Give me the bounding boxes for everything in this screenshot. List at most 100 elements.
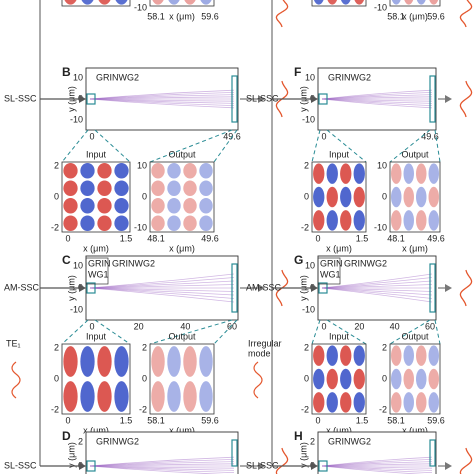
field-map <box>149 161 215 233</box>
field-lobe <box>353 163 365 184</box>
beam-ray <box>89 98 235 106</box>
field-lobe <box>326 345 338 366</box>
field-lobe <box>391 186 402 208</box>
field-lobe <box>168 0 180 5</box>
x-tick-label: 1.5 <box>356 233 369 243</box>
field-lobe <box>354 0 365 5</box>
beam-ray <box>321 280 433 289</box>
mode-label: Irregular <box>248 338 282 348</box>
field-lobe <box>313 345 325 366</box>
field-lobe <box>63 180 78 196</box>
zoom-line <box>149 129 233 163</box>
field-lobe <box>416 163 427 184</box>
field-lobe <box>340 368 352 390</box>
field-lobe <box>183 180 197 196</box>
beam-ray <box>89 287 235 292</box>
x-axis-label: x (μm) <box>83 243 109 253</box>
field-lobe <box>200 0 212 5</box>
arrow-head <box>445 284 452 292</box>
y-tick-label: -10 <box>134 222 147 232</box>
beam-ray <box>321 98 433 104</box>
field-lobe <box>403 163 414 184</box>
y-tick-label: 0 <box>382 191 387 201</box>
x-tick-label: 49.6 <box>421 131 439 141</box>
x-tick-label: 48.1 <box>147 233 165 243</box>
field-lobe <box>391 0 401 5</box>
x-tick-label: 0 <box>65 415 70 425</box>
field-lobe <box>416 368 427 390</box>
field-lobe <box>81 0 94 5</box>
field-lobe <box>97 198 112 214</box>
y-tick-label: 0 <box>382 373 387 383</box>
waveguide-box <box>85 431 239 474</box>
y-tick-label: 2 <box>310 436 315 446</box>
field-lobe <box>114 180 129 196</box>
waveguide-name: GRINWG2 <box>328 436 371 446</box>
x-tick-label: 0 <box>315 415 320 425</box>
x-tick-label: 58.1 <box>147 415 165 425</box>
zoom-line <box>61 319 89 345</box>
mode-label: mode <box>248 348 271 358</box>
field-lobe <box>403 186 414 208</box>
arrow-head <box>445 462 452 470</box>
field-lobe <box>199 346 213 377</box>
x-tick-label: 1.5 <box>356 415 369 425</box>
inset-title: Output <box>168 331 196 341</box>
field-lobe <box>80 215 95 231</box>
beam-ray <box>89 465 235 471</box>
waveguide-name: GRIN <box>88 258 111 268</box>
beam-ray <box>321 456 433 467</box>
beam-ray <box>89 287 235 303</box>
beam-ray <box>89 92 235 100</box>
field-lobe <box>199 381 213 412</box>
output-port <box>231 75 238 123</box>
beam-ray <box>321 94 433 100</box>
beam-ray <box>321 287 433 299</box>
field-lobe <box>403 392 414 413</box>
field-lobe <box>353 186 365 208</box>
field-lobe <box>313 210 325 231</box>
x-tick-label: 58.1 <box>387 11 405 21</box>
field-lobe <box>183 163 197 179</box>
field-lobe <box>114 381 129 412</box>
beam-ray <box>89 273 235 289</box>
y-tick-label: -10 <box>70 304 83 314</box>
x-tick-label: 1.5 <box>120 415 133 425</box>
panel-label: D <box>62 429 71 443</box>
field-lobe <box>80 163 95 179</box>
field-lobe <box>199 180 213 196</box>
field-lobe <box>183 215 197 231</box>
x-tick-label: 0 <box>89 321 94 331</box>
field-lobe <box>63 346 78 377</box>
field-lobe <box>326 163 338 184</box>
field-lobe <box>80 381 95 412</box>
source-label: AM-SSC <box>246 282 282 292</box>
beam-ray <box>89 94 235 100</box>
field-lobe <box>428 210 439 231</box>
field-lobe <box>416 0 426 5</box>
field-lobe <box>151 346 165 377</box>
y-axis-label: y (μm) <box>66 442 76 468</box>
source-label: SL-SSC <box>4 93 37 103</box>
waveguide-name: GRINWG2 <box>96 436 139 446</box>
field-lobe <box>340 0 351 5</box>
field-lobe <box>391 345 402 366</box>
source-label: SL-SSC <box>246 460 279 470</box>
field-lobe <box>340 345 352 366</box>
inset-title: Output <box>401 331 429 341</box>
y-tick-label: 2 <box>304 342 309 352</box>
x-tick-label: 1.5 <box>120 233 133 243</box>
waveguide-name: GRINWG2 <box>112 258 155 268</box>
field-lobe <box>167 346 181 377</box>
beam-ray <box>321 287 433 296</box>
field-lobe <box>114 346 129 377</box>
beam-ray <box>89 96 235 100</box>
x-axis-label: x (μm) <box>169 425 195 435</box>
arrow-head <box>258 462 265 470</box>
x-tick-label: 0 <box>65 233 70 243</box>
y-tick-label: 10 <box>377 160 387 170</box>
beam-ray <box>89 284 235 289</box>
beam-ray <box>89 459 235 467</box>
beam-ray <box>89 463 235 467</box>
x-tick-label: 60 <box>227 321 237 331</box>
